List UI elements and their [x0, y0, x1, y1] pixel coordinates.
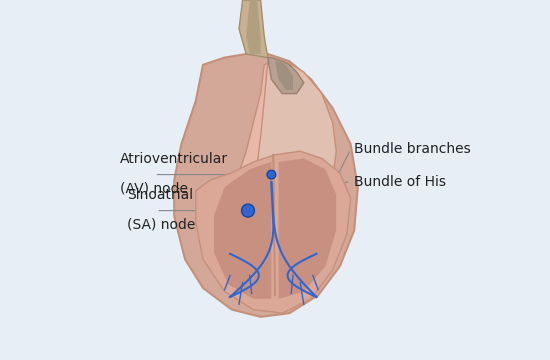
Polygon shape [246, 0, 261, 54]
Text: Sinoatrial: Sinoatrial [128, 188, 194, 202]
Text: Atrioventricular: Atrioventricular [120, 152, 228, 166]
Polygon shape [279, 158, 336, 299]
Text: (SA) node: (SA) node [128, 218, 196, 232]
Polygon shape [239, 61, 333, 230]
Polygon shape [275, 61, 293, 90]
Polygon shape [214, 162, 271, 299]
Text: Bundle of His: Bundle of His [354, 175, 446, 189]
Text: Bundle branches: Bundle branches [354, 143, 471, 156]
Polygon shape [196, 151, 350, 313]
Text: (AV) node: (AV) node [120, 182, 188, 196]
Polygon shape [239, 0, 268, 58]
Polygon shape [257, 61, 336, 220]
Polygon shape [174, 54, 358, 317]
Circle shape [267, 170, 276, 179]
Circle shape [241, 204, 255, 217]
Polygon shape [268, 58, 304, 94]
